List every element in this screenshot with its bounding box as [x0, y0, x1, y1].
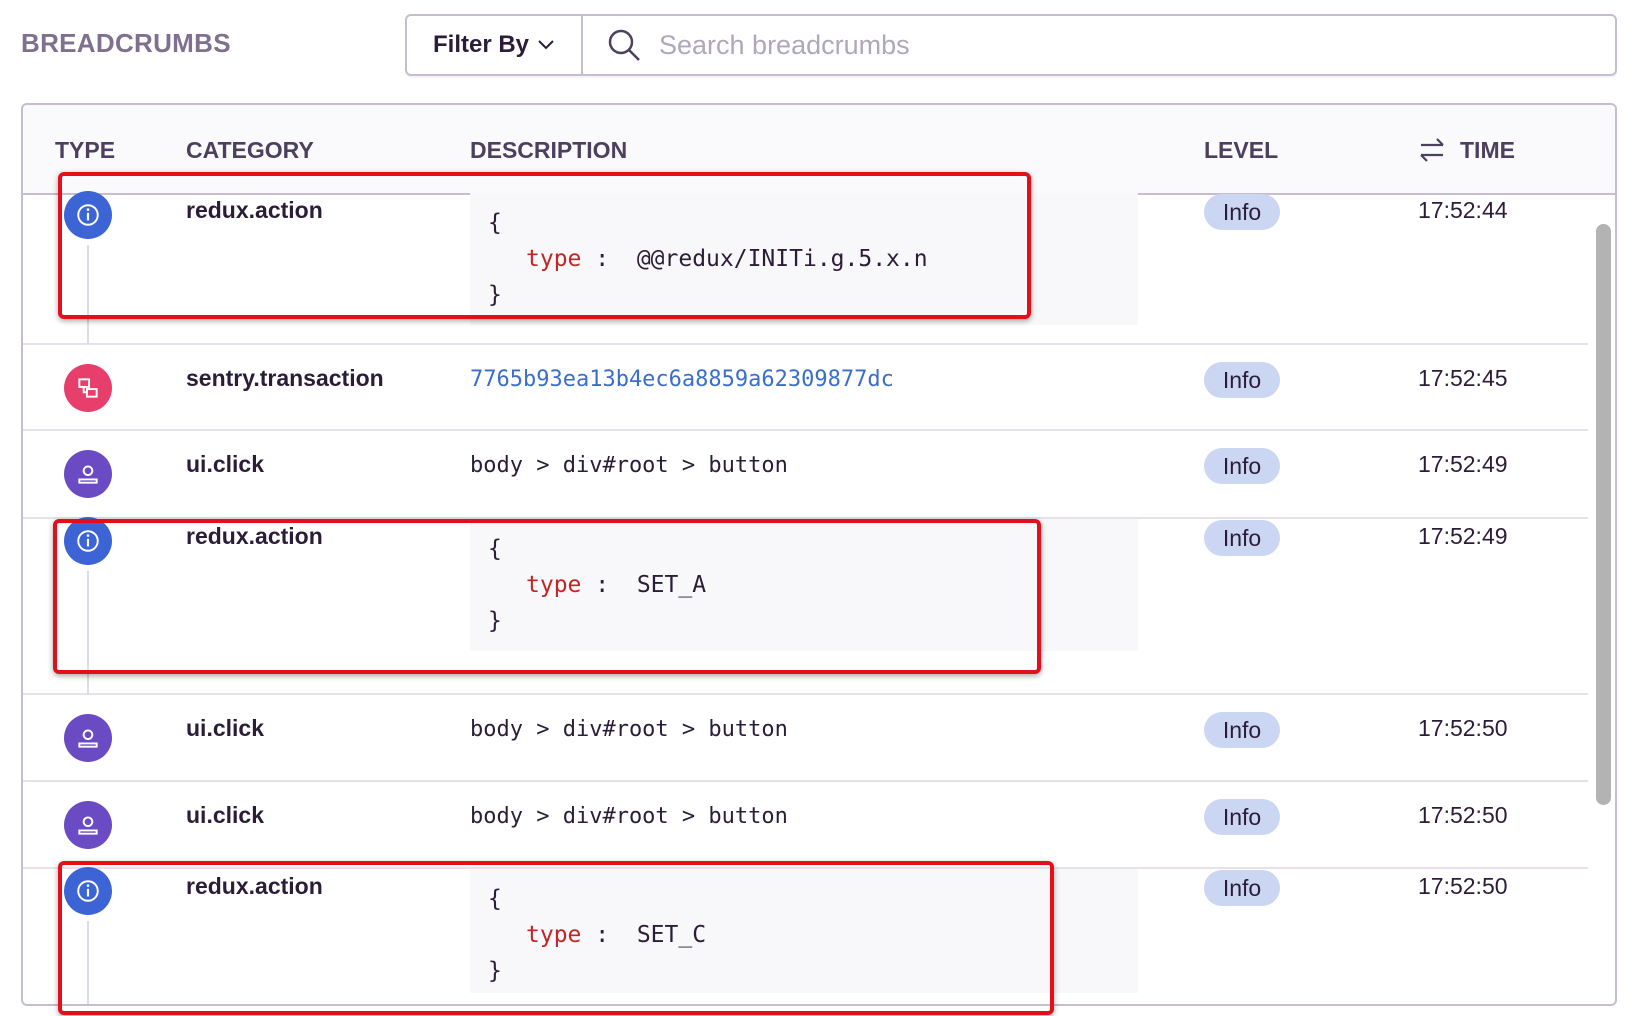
code-block: { type : SET_C}	[470, 869, 1138, 993]
time-label: 17:52:49	[1418, 523, 1508, 549]
category-label: redux.action	[186, 197, 323, 223]
transaction-link[interactable]: 7765b93ea13b4ec6a8859a62309877dc	[470, 367, 894, 392]
code-brace: }	[488, 958, 502, 984]
category-label: ui.click	[186, 451, 264, 477]
column-level: LEVEL	[1204, 137, 1279, 163]
level-badge: Info	[1204, 712, 1280, 748]
code-brace: }	[488, 608, 502, 634]
column-description: DESCRIPTION	[470, 137, 628, 163]
code-brace: }	[488, 282, 502, 308]
category-label: ui.click	[186, 715, 264, 741]
user-icon	[64, 714, 112, 762]
highlight-box	[58, 861, 1054, 1015]
transaction-icon	[64, 364, 112, 412]
user-icon	[64, 801, 112, 849]
time-label: 17:52:45	[1418, 365, 1508, 391]
timeline-line	[87, 921, 89, 1004]
code-separator: :	[595, 572, 610, 598]
filter-by-button[interactable]: Filter By	[407, 16, 583, 74]
info-icon	[64, 867, 112, 915]
code-key: type	[526, 572, 582, 598]
code-separator: :	[595, 246, 610, 272]
level-badge: Info	[1204, 799, 1280, 835]
code-separator: :	[595, 922, 610, 948]
description-text: body > div#root > button	[470, 453, 788, 478]
code-block: { type : @@redux/INITi.g.5.x.n}	[470, 193, 1138, 325]
level-badge: Info	[1204, 362, 1280, 398]
table-row[interactable]: redux.action { type : @@redux/INITi.g.5.x.…	[23, 191, 1588, 345]
search-input[interactable]	[659, 29, 1559, 61]
info-icon	[64, 517, 112, 565]
level-badge: Info	[1204, 870, 1280, 906]
search-icon	[608, 29, 640, 61]
code-value: SET_C	[636, 922, 707, 948]
time-label: 17:52:44	[1418, 197, 1508, 223]
info-icon	[64, 191, 112, 239]
code-block: { type : SET_A}	[470, 519, 1138, 651]
code-key: type	[526, 246, 582, 272]
category-label: redux.action	[186, 873, 323, 899]
search-field[interactable]	[583, 16, 1615, 74]
time-label: 17:52:50	[1418, 802, 1508, 828]
sort-arrows-icon[interactable]	[1418, 137, 1446, 163]
time-label: 17:52:49	[1418, 451, 1508, 477]
level-badge: Info	[1204, 520, 1280, 556]
code-brace: {	[488, 536, 502, 562]
column-category: CATEGORY	[186, 137, 314, 163]
category-label: sentry.transaction	[186, 365, 384, 391]
time-label: 17:52:50	[1418, 715, 1508, 741]
table-row[interactable]: ui.click body > div#root > button Info 17:5…	[23, 782, 1588, 869]
column-type: TYPE	[55, 137, 116, 163]
code-value: @@redux/INITi.g.5.x.n	[636, 246, 928, 272]
table-row[interactable]: sentry.transaction 7765b93ea13b4ec6a8859a…	[23, 345, 1588, 431]
filter-search-bar: Filter By	[405, 14, 1617, 76]
table-row[interactable]: ui.click body > div#root > button Info 17:5…	[23, 431, 1588, 519]
chevron-down-icon	[538, 40, 554, 50]
description-text: body > div#root > button	[470, 804, 788, 829]
timeline-line	[87, 571, 89, 695]
code-brace: {	[488, 210, 502, 236]
code-brace: {	[488, 886, 502, 912]
table-row[interactable]: ui.click body > div#root > button Info 17:5…	[23, 695, 1588, 782]
time-label: 17:52:50	[1418, 873, 1508, 899]
timeline-line	[87, 245, 89, 345]
highlight-box	[58, 172, 1031, 319]
user-icon	[64, 450, 112, 498]
category-label: ui.click	[186, 802, 264, 828]
highlight-box	[53, 519, 1041, 674]
category-label: redux.action	[186, 523, 323, 549]
code-value: SET_A	[636, 572, 707, 598]
table-row[interactable]: redux.action { type : SET_A} Info 17:52:49	[23, 517, 1588, 695]
breadcrumbs-title: BREADCRUMBS	[21, 28, 231, 58]
breadcrumbs-table: TYPE CATEGORY DESCRIPTION LEVEL TIME red…	[21, 103, 1617, 1006]
column-time[interactable]: TIME	[1460, 137, 1515, 163]
description-text: body > div#root > button	[470, 717, 788, 742]
table-row[interactable]: redux.action { type : SET_C} Info 17:52:50	[23, 867, 1588, 1004]
level-badge: Info	[1204, 194, 1280, 230]
scrollbar-thumb[interactable]	[1596, 224, 1611, 805]
level-badge: Info	[1204, 448, 1280, 484]
filter-by-label: Filter By	[432, 31, 530, 58]
code-key: type	[526, 922, 582, 948]
